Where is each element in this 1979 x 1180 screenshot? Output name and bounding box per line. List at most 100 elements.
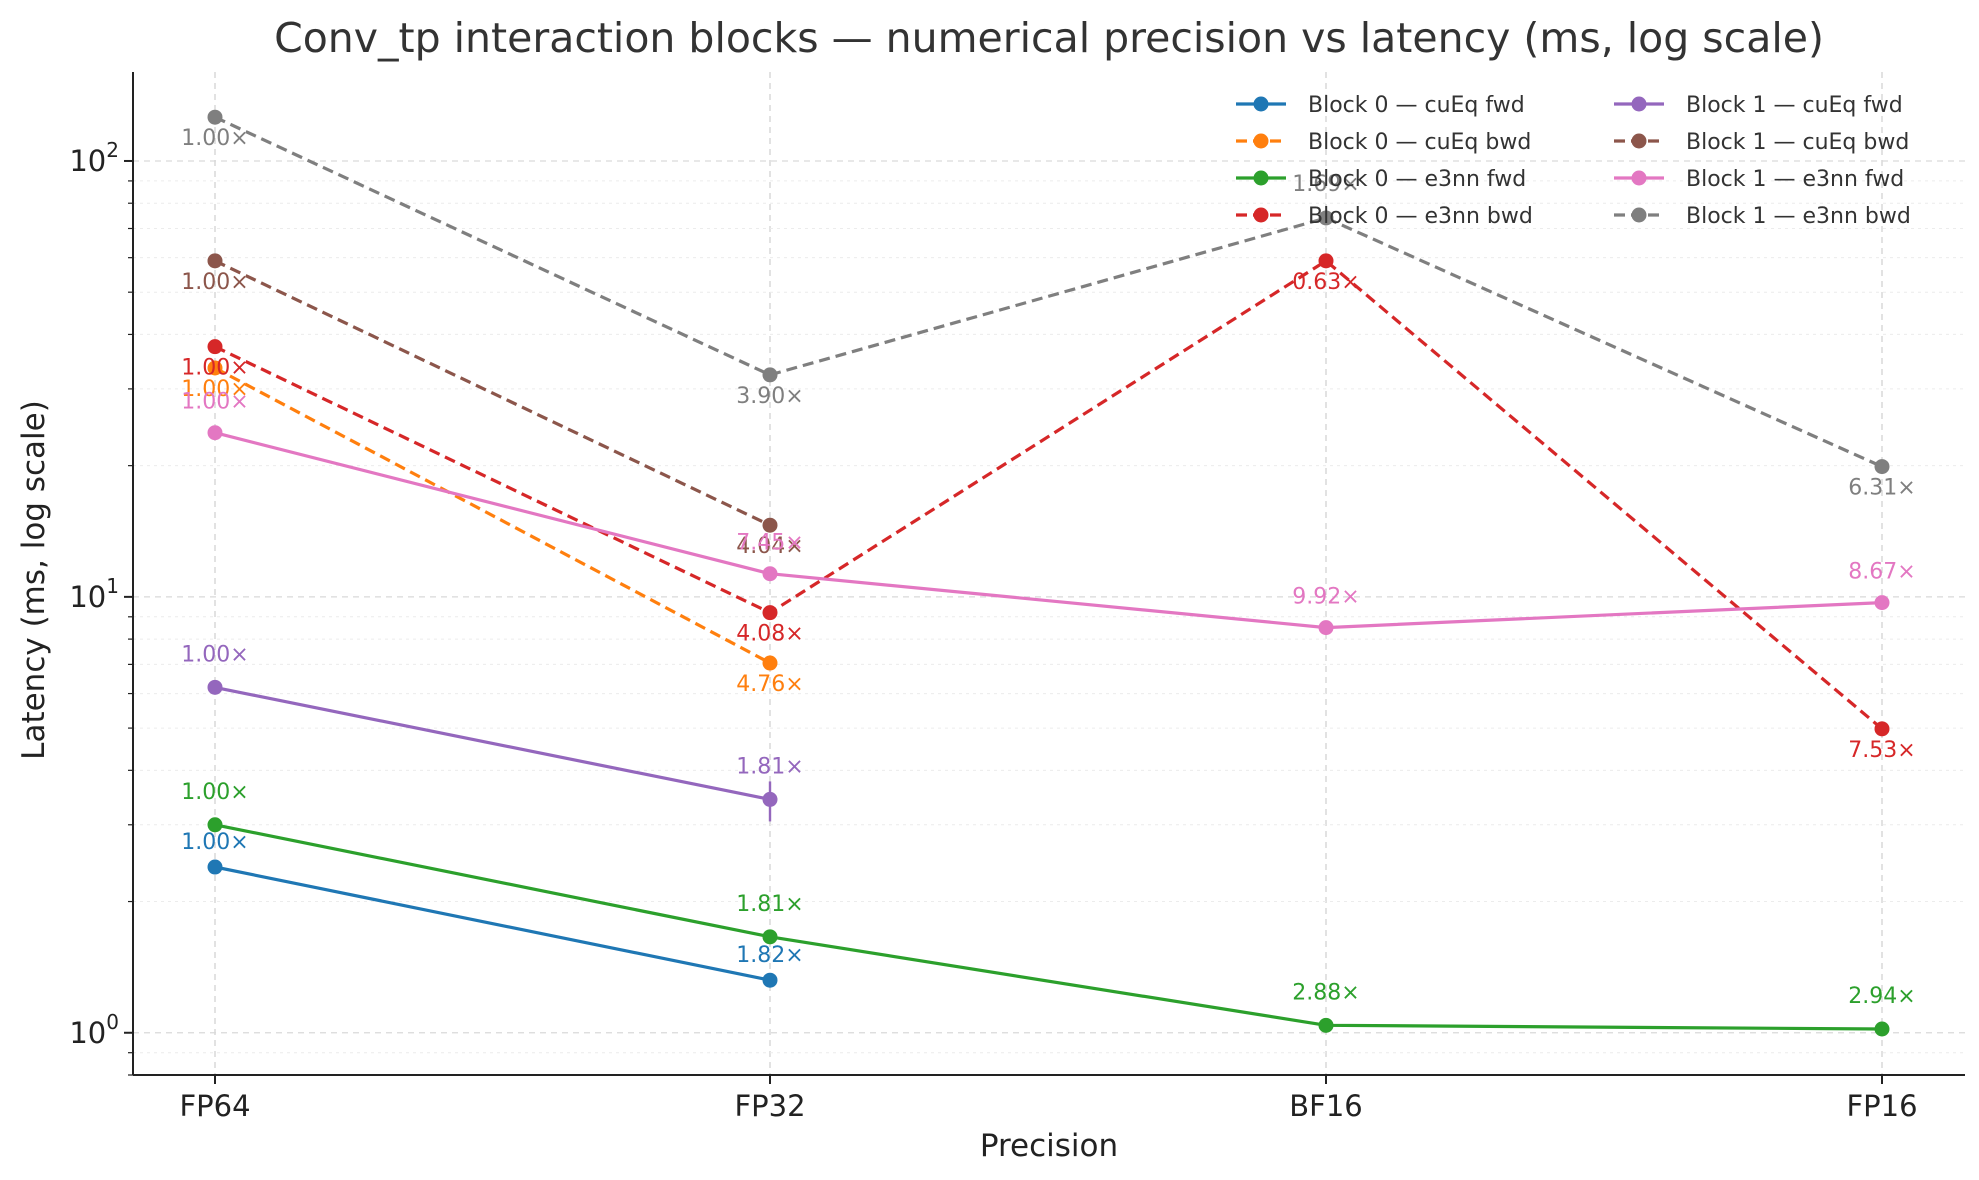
data-label: 2.88× [1292, 980, 1359, 1005]
series-3 [207, 817, 1890, 1037]
series-line [214, 259, 771, 527]
data-point [1874, 595, 1890, 611]
series-line [214, 865, 771, 982]
data-point [762, 517, 778, 533]
data-label: 2.94× [1848, 984, 1915, 1009]
data-point [1318, 210, 1334, 226]
data-labels: 1.00× 1.82× 1.00× 4.76× 1.00× 1.81× 2.88× 2.94×… [181, 126, 1915, 1009]
data-point [762, 367, 778, 383]
series-line [214, 366, 771, 665]
data-label: 1.00× [181, 356, 248, 381]
grid [133, 72, 1965, 1076]
data-label: 7.45× [736, 531, 803, 556]
legend-swatch-marker [1631, 170, 1647, 186]
legend-label: Block 1 — cuEq bwd [1686, 130, 1909, 155]
legend-item: Block 0 — cuEq bwd [1236, 130, 1531, 155]
series [207, 109, 1890, 1037]
legend-swatch-marker [1631, 207, 1647, 223]
legend: Block 0 — cuEq fwd Block 0 — cuEq bwd Bloc… [1236, 93, 1911, 229]
data-label: 1.00× [181, 377, 248, 402]
data-label: 3.90× [736, 384, 803, 409]
data-label: 1.69× [1292, 172, 1359, 197]
y-tick-label: 101 [69, 574, 119, 614]
y-tick-label: 100 [69, 1010, 119, 1050]
data-point [762, 605, 778, 621]
data-point [207, 253, 223, 269]
series-7 [207, 425, 1890, 636]
legend-item: Block 1 — e3nn bwd [1614, 204, 1911, 229]
series-2 [207, 360, 778, 671]
data-label: 4.76× [736, 672, 803, 697]
legend-swatch-marker [1631, 96, 1647, 112]
legend-label: Block 1 — e3nn fwd [1686, 167, 1904, 192]
x-tick-label: FP32 [734, 1089, 805, 1123]
data-label: 4.04× [736, 534, 803, 559]
legend-item: Block 1 — cuEq fwd [1614, 93, 1903, 118]
x-ticks: FP64 FP32 BF16 FP16 [179, 1075, 1918, 1123]
chart-title: Conv_tp interaction blocks — numerical p… [274, 14, 1824, 62]
data-point [207, 679, 223, 695]
data-label: 1.00× [181, 830, 248, 855]
axes [132, 72, 1965, 1076]
data-label: 1.00× [181, 780, 248, 805]
data-point [207, 425, 223, 441]
data-label: 1.00× [181, 126, 248, 151]
series-4 [207, 253, 1890, 737]
data-label: 1.00× [181, 270, 248, 295]
data-label: 1.00× [181, 390, 248, 415]
data-label: 9.92× [1292, 585, 1359, 610]
legend-swatch-marker [1253, 207, 1269, 223]
data-label: 6.31× [1848, 476, 1915, 501]
series-line [214, 259, 1884, 731]
legend-swatch-marker [1253, 170, 1269, 186]
data-point [1318, 253, 1334, 269]
data-label: 7.53× [1848, 738, 1915, 763]
y-tick-label: 102 [69, 138, 119, 178]
legend-label: Block 0 — e3nn bwd [1308, 204, 1533, 229]
series-1 [207, 859, 778, 988]
data-point [762, 566, 778, 582]
legend-label: Block 1 — e3nn bwd [1686, 204, 1911, 229]
series-6 [207, 253, 778, 533]
data-point [1874, 1021, 1890, 1037]
data-point [762, 929, 778, 945]
legend-swatch-marker [1631, 133, 1647, 149]
data-point [1318, 620, 1334, 636]
x-tick-label: FP16 [1846, 1089, 1917, 1123]
data-point [207, 817, 223, 833]
data-point [762, 972, 778, 988]
legend-label: Block 1 — cuEq fwd [1686, 93, 1903, 118]
data-point [762, 655, 778, 671]
legend-item: Block 0 — e3nn fwd [1236, 167, 1526, 192]
series-8 [207, 109, 1890, 475]
data-point [1874, 459, 1890, 475]
legend-label: Block 0 — cuEq fwd [1308, 93, 1525, 118]
data-label: 1.00× [181, 642, 248, 667]
data-label: 8.67× [1848, 560, 1915, 585]
legend-item: Block 0 — cuEq fwd [1236, 93, 1525, 118]
series-line [214, 823, 1883, 1031]
x-axis-label: Precision [980, 1128, 1118, 1164]
y-ticks: 100 101 102 [69, 138, 133, 1076]
legend-item: Block 1 — cuEq bwd [1614, 130, 1909, 155]
x-tick-label: BF16 [1289, 1089, 1362, 1123]
data-point [207, 859, 223, 875]
data-point [207, 360, 223, 376]
series-5 [207, 679, 778, 807]
series-line [214, 685, 771, 801]
legend-swatch-marker [1253, 133, 1269, 149]
legend-item: Block 1 — e3nn fwd [1614, 167, 1904, 192]
legend-label: Block 0 — e3nn fwd [1308, 167, 1526, 192]
x-tick-label: FP64 [179, 1089, 250, 1123]
legend-swatch-marker [1253, 96, 1269, 112]
data-point [1874, 721, 1890, 737]
data-label: 0.63× [1292, 270, 1359, 295]
data-point [207, 109, 223, 125]
data-label: 4.08× [736, 622, 803, 647]
legend-label: Block 0 — cuEq bwd [1308, 130, 1531, 155]
data-point [1318, 1017, 1334, 1033]
legend-item: Block 0 — e3nn bwd [1236, 204, 1533, 229]
data-label: 1.82× [736, 943, 803, 968]
